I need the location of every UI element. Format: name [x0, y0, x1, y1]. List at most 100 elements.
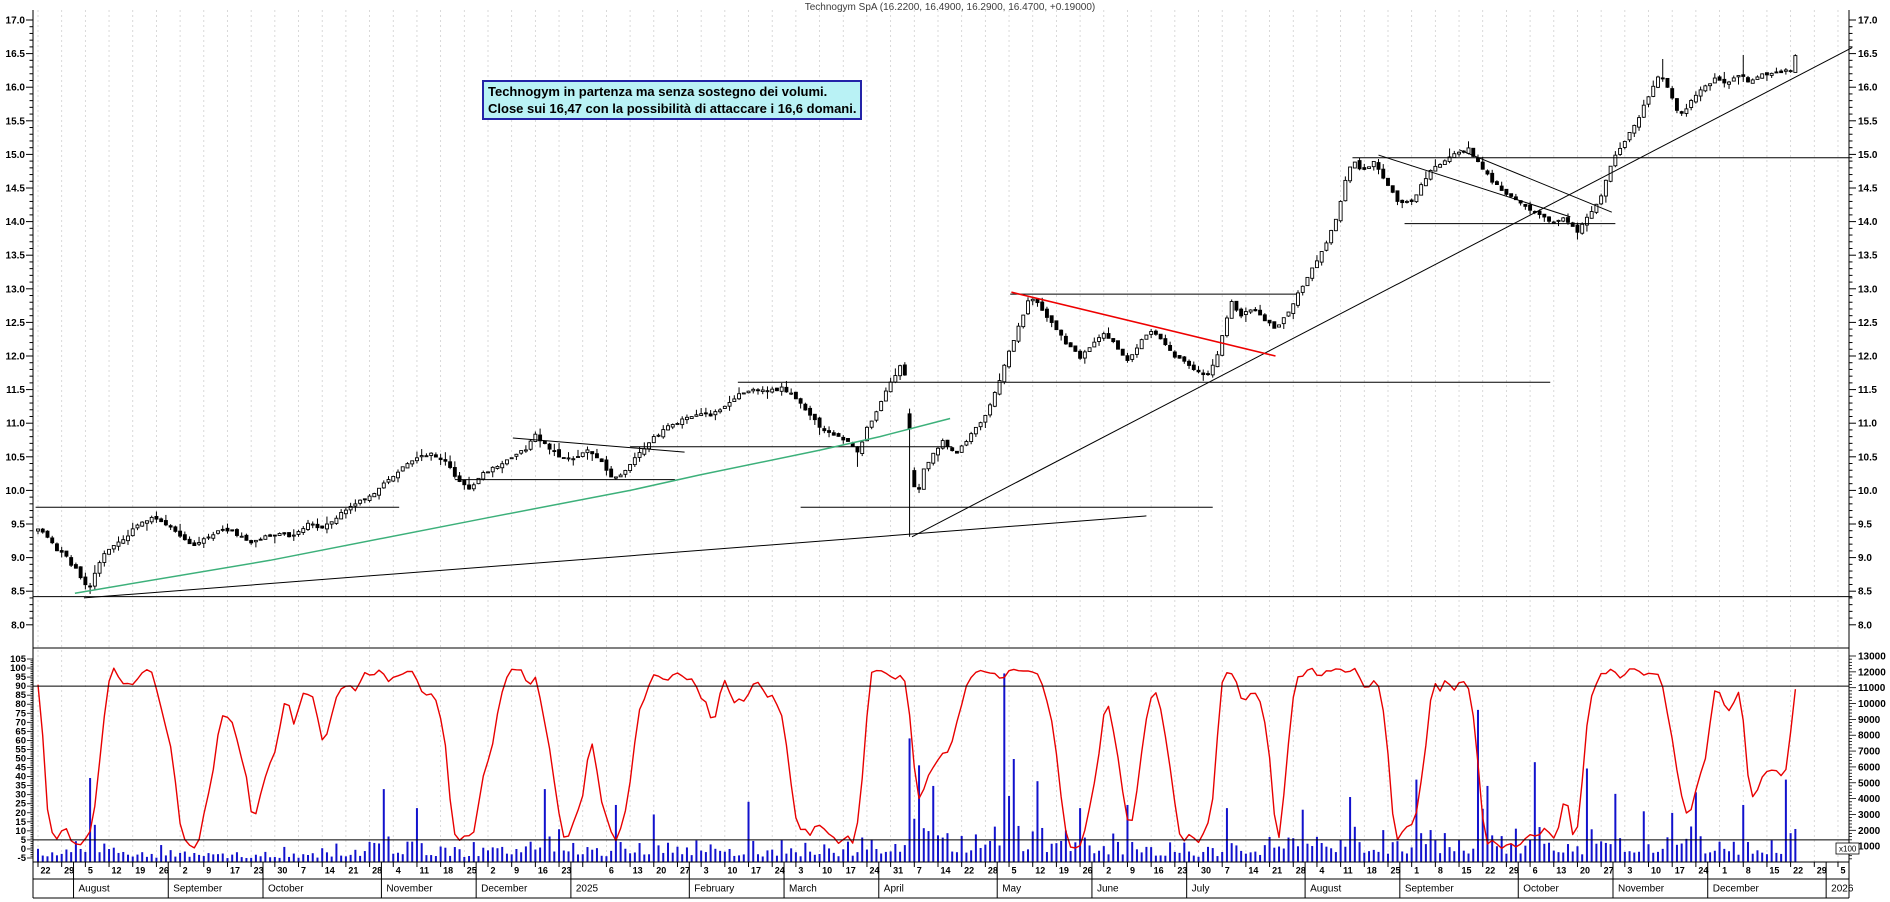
- svg-text:14: 14: [325, 866, 335, 876]
- svg-text:11.0: 11.0: [1858, 419, 1877, 430]
- annotation-line-1: Technogym in partenza ma senza sostegno …: [488, 84, 828, 99]
- oscillator-axis: 1051009590858075706560555045403530252015…: [10, 654, 33, 864]
- annotation-note[interactable]: Technogym in partenza ma senza sostegno …: [482, 80, 863, 120]
- svg-text:18: 18: [443, 866, 453, 876]
- svg-text:12: 12: [112, 866, 122, 876]
- svg-text:14: 14: [1248, 866, 1258, 876]
- svg-text:30: 30: [277, 866, 287, 876]
- svg-text:14.5: 14.5: [1858, 184, 1878, 195]
- chart-title: Technogym SpA (16.2200, 16.4900, 16.2900…: [804, 2, 1096, 13]
- month-label-November: November: [1618, 884, 1665, 895]
- trendline-flag-upper: [1458, 149, 1612, 213]
- svg-text:20: 20: [15, 808, 26, 819]
- price-axis: 17.0 17.0 16.5 16.5 16.0 16.0 15.5 15.5 15.0 15.0…: [6, 16, 1878, 632]
- svg-text:9.5: 9.5: [1858, 520, 1872, 531]
- svg-text:17: 17: [846, 866, 856, 876]
- svg-text:23: 23: [1177, 866, 1187, 876]
- svg-text:3000: 3000: [1858, 810, 1881, 821]
- svg-text:3: 3: [798, 866, 803, 876]
- month-label-July: July: [1192, 884, 1210, 895]
- svg-text:27: 27: [1604, 866, 1614, 876]
- svg-text:21: 21: [348, 866, 358, 876]
- trendline-flag-lower: [1378, 154, 1571, 218]
- svg-text:65: 65: [15, 726, 26, 737]
- svg-text:7000: 7000: [1858, 747, 1881, 758]
- svg-text:4: 4: [396, 866, 401, 876]
- svg-text:35: 35: [15, 781, 26, 792]
- svg-text:11.5: 11.5: [1858, 385, 1877, 396]
- svg-text:11000: 11000: [1858, 683, 1886, 694]
- svg-text:60: 60: [15, 735, 26, 746]
- svg-text:55: 55: [15, 744, 26, 755]
- volume-axis: 13000 12000 11000 10000 9000 8000 7000 6000 5000…: [1849, 652, 1886, 860]
- svg-text:10.0: 10.0: [1858, 486, 1878, 497]
- svg-text:12000: 12000: [1858, 667, 1886, 678]
- svg-text:28: 28: [372, 866, 382, 876]
- month-label-September: September: [173, 884, 223, 895]
- month-label-May: May: [1002, 884, 1021, 895]
- svg-text:15: 15: [1769, 866, 1779, 876]
- svg-text:-5: -5: [18, 853, 27, 864]
- svg-text:8.5: 8.5: [1858, 587, 1872, 598]
- svg-text:5: 5: [88, 866, 93, 876]
- svg-text:20: 20: [656, 866, 666, 876]
- month-label-February: February: [694, 884, 734, 895]
- svg-text:15: 15: [15, 817, 26, 828]
- svg-text:15.5: 15.5: [1858, 116, 1878, 127]
- month-label-March: March: [789, 884, 817, 895]
- svg-text:16: 16: [1154, 866, 1164, 876]
- svg-text:7: 7: [917, 866, 922, 876]
- svg-text:95: 95: [15, 672, 26, 683]
- svg-text:5: 5: [21, 835, 27, 846]
- trendlines[interactable]: [33, 47, 1853, 599]
- svg-text:24: 24: [1698, 866, 1708, 876]
- svg-text:8.0: 8.0: [11, 620, 25, 631]
- svg-text:15: 15: [1462, 866, 1472, 876]
- svg-text:10: 10: [15, 826, 26, 837]
- svg-text:14: 14: [940, 866, 950, 876]
- svg-text:2: 2: [1106, 866, 1111, 876]
- month-label-December: December: [1713, 884, 1760, 895]
- svg-text:12.0: 12.0: [6, 352, 26, 363]
- svg-text:45: 45: [15, 763, 26, 774]
- annotation-line-2: Close sui 16,47 con la possibilità di at…: [488, 101, 857, 116]
- svg-text:5000: 5000: [1858, 778, 1881, 789]
- svg-text:10: 10: [1651, 866, 1661, 876]
- svg-text:19: 19: [135, 866, 145, 876]
- svg-text:9: 9: [514, 866, 519, 876]
- trendline-downtrend-red: [1011, 291, 1276, 357]
- month-label-April: April: [884, 884, 904, 895]
- svg-text:15.0: 15.0: [1858, 150, 1878, 161]
- trendline-uptrend-shallow: [83, 515, 1147, 599]
- svg-text:13: 13: [633, 866, 643, 876]
- svg-text:9.0: 9.0: [1858, 553, 1872, 564]
- svg-text:3: 3: [704, 866, 709, 876]
- svg-text:10.5: 10.5: [1858, 452, 1878, 463]
- month-label-August: August: [1310, 884, 1341, 895]
- svg-text:5: 5: [1012, 866, 1017, 876]
- svg-text:1: 1: [1722, 866, 1727, 876]
- svg-text:7: 7: [1225, 866, 1230, 876]
- svg-text:14.0: 14.0: [6, 217, 26, 228]
- trendline-uptrend-green-curved: [74, 417, 951, 594]
- svg-text:11.0: 11.0: [6, 419, 25, 430]
- svg-text:10000: 10000: [1858, 699, 1886, 710]
- month-label-December: December: [481, 884, 528, 895]
- svg-text:24: 24: [869, 866, 879, 876]
- svg-text:22: 22: [1485, 866, 1495, 876]
- svg-text:16.5: 16.5: [1858, 49, 1878, 60]
- svg-text:x100: x100: [1839, 845, 1857, 854]
- month-label-2026: 2026: [1831, 884, 1854, 895]
- svg-text:25: 25: [467, 866, 477, 876]
- month-label-November: November: [386, 884, 433, 895]
- svg-text:13.0: 13.0: [6, 284, 26, 295]
- svg-text:29: 29: [1817, 866, 1827, 876]
- month-label-2025: 2025: [576, 884, 599, 895]
- svg-text:22: 22: [1793, 866, 1803, 876]
- svg-text:15.0: 15.0: [6, 150, 26, 161]
- svg-text:17: 17: [230, 866, 240, 876]
- month-label-June: June: [1097, 884, 1119, 895]
- svg-text:26: 26: [1083, 866, 1093, 876]
- svg-text:5: 5: [1840, 866, 1845, 876]
